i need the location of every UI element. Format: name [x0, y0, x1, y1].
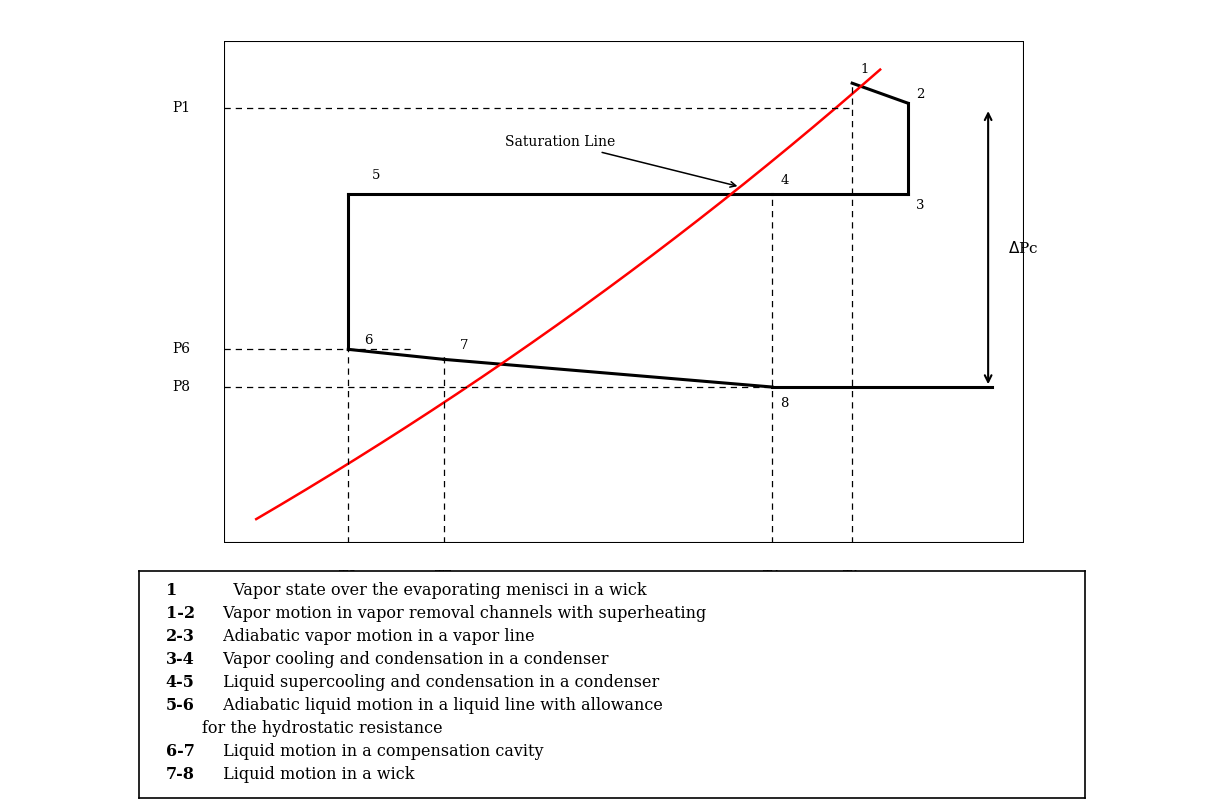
Text: Adiabatic liquid motion in a liquid line with allowance: Adiabatic liquid motion in a liquid line…: [218, 697, 663, 714]
Text: Vapor state over the evaporating menisci in a wick: Vapor state over the evaporating menisci…: [218, 582, 646, 599]
Text: 6-7: 6-7: [166, 744, 195, 761]
Text: 1-2: 1-2: [166, 605, 195, 622]
Text: 4: 4: [781, 173, 789, 186]
Text: 8: 8: [781, 397, 789, 410]
Text: 7: 7: [461, 339, 469, 352]
Text: 7-8: 7-8: [166, 766, 195, 783]
Text: 5-6: 5-6: [166, 697, 195, 714]
Text: 5: 5: [372, 168, 381, 181]
Text: 2: 2: [916, 88, 925, 101]
Text: Adiabatic vapor motion in a vapor line: Adiabatic vapor motion in a vapor line: [218, 628, 534, 645]
Text: P6: P6: [172, 343, 190, 356]
Text: T7: T7: [435, 570, 453, 584]
Text: T6: T6: [339, 570, 358, 584]
Text: 1: 1: [861, 63, 869, 76]
Text: 1: 1: [166, 582, 177, 599]
Text: 2-3: 2-3: [166, 628, 195, 645]
Text: Saturation Line: Saturation Line: [505, 135, 736, 187]
Text: T1: T1: [844, 570, 862, 584]
Text: $\Delta$Pc: $\Delta$Pc: [1008, 240, 1039, 256]
Text: 4-5: 4-5: [166, 674, 195, 691]
Text: Vapor motion in vapor removal channels with superheating: Vapor motion in vapor removal channels w…: [218, 605, 707, 622]
Text: Liquid supercooling and condensation in a condenser: Liquid supercooling and condensation in …: [218, 674, 659, 691]
Text: for the hydrostatic resistance: for the hydrostatic resistance: [166, 720, 442, 737]
Text: Liquid motion in a wick: Liquid motion in a wick: [218, 766, 415, 783]
Text: T4: T4: [764, 570, 782, 584]
Text: Vapor cooling and condensation in a condenser: Vapor cooling and condensation in a cond…: [218, 651, 608, 668]
Text: 3-4: 3-4: [166, 651, 195, 668]
Text: 3: 3: [916, 198, 925, 211]
Text: P8: P8: [172, 380, 190, 394]
Text: 6: 6: [364, 335, 373, 347]
Text: P1: P1: [172, 101, 190, 115]
Text: Liquid motion in a compensation cavity: Liquid motion in a compensation cavity: [218, 744, 543, 761]
Text: Temperature: Temperature: [574, 603, 674, 617]
